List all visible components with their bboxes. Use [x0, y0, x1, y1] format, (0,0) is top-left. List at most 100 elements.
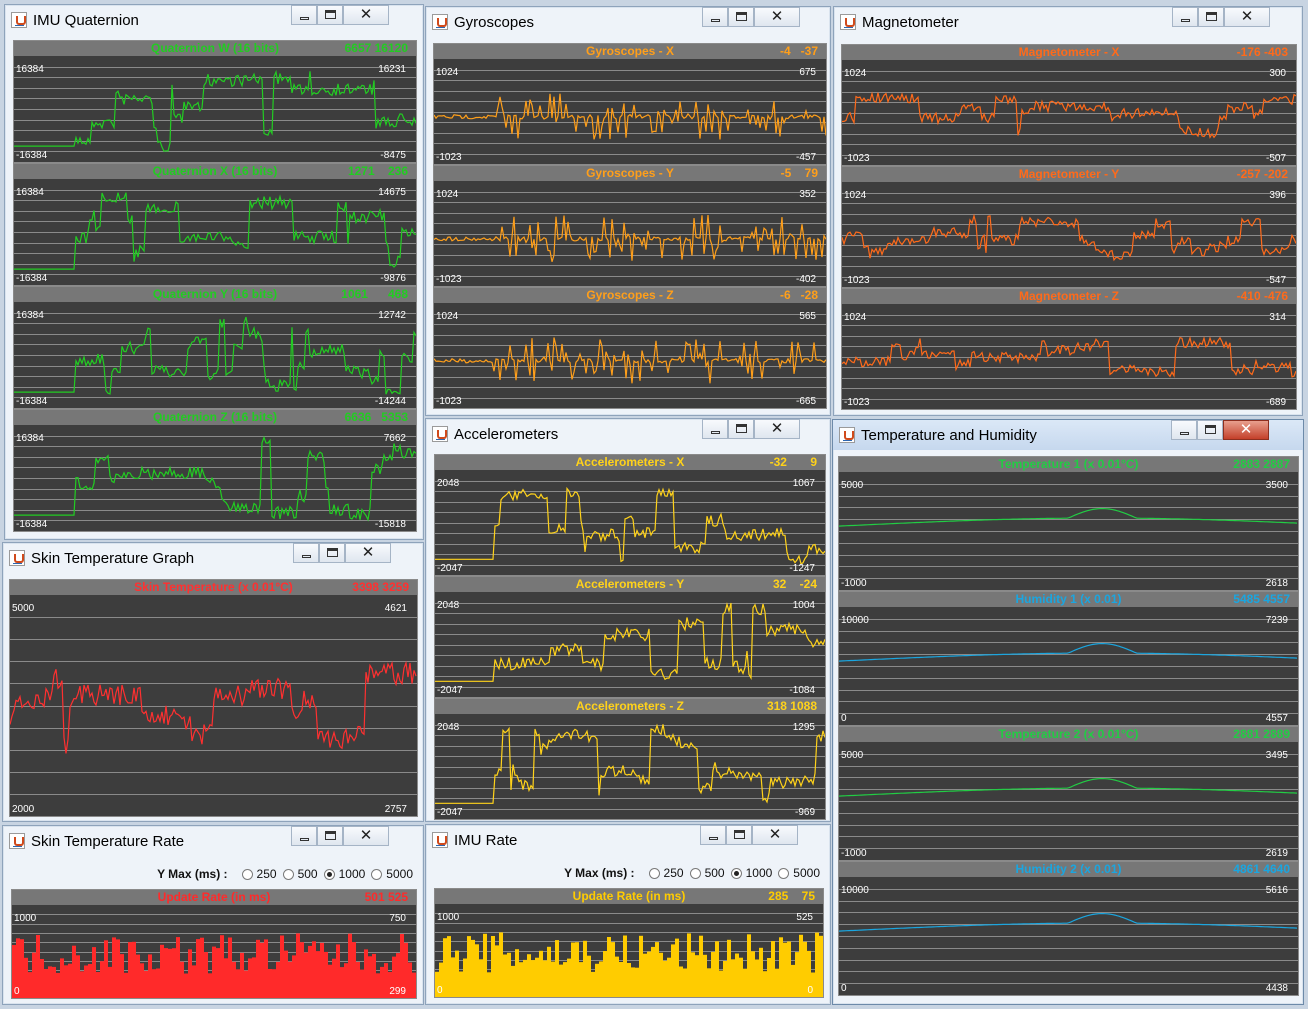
maximize-button[interactable]: [1198, 7, 1224, 27]
minimize-button[interactable]: [700, 825, 726, 845]
rate-bar: [555, 940, 559, 997]
rate-bar: [344, 963, 348, 998]
title-bar[interactable]: Skin Temperature Rate: [3, 826, 423, 856]
y-min-label: -1023: [436, 396, 462, 407]
radio-500[interactable]: [689, 867, 701, 879]
title-bar[interactable]: IMU Rate: [426, 825, 830, 855]
maximize-button[interactable]: [726, 825, 752, 845]
radio-label[interactable]: 1000: [745, 866, 773, 880]
plot-area: 2048 -2047 1004 -1084: [435, 592, 825, 697]
window-skin-temperature-rate[interactable]: Skin Temperature Rate Y Max (ms) : 250 500…: [2, 825, 424, 1005]
rate-bar: [100, 961, 104, 998]
y-max-label: 2048: [437, 478, 460, 489]
window-temperature-and-humidity[interactable]: Temperature and Humidity Temperature 1 (…: [832, 419, 1304, 1005]
close-button[interactable]: [754, 7, 800, 27]
minimize-button[interactable]: [702, 419, 728, 439]
window-magnetometer[interactable]: Magnetometer Magnetometer - X-176 -40310…: [833, 6, 1303, 416]
chart-title: Magnetometer - X: [1018, 45, 1120, 59]
java-icon: [9, 833, 25, 849]
plot-svg: [14, 313, 416, 398]
rate-bar: [280, 935, 284, 998]
maximize-button[interactable]: [1197, 420, 1223, 440]
radio-250[interactable]: [648, 867, 660, 879]
signal-line: [839, 642, 1298, 662]
close-button[interactable]: [752, 825, 798, 845]
radio-1000[interactable]: [323, 868, 335, 880]
close-button[interactable]: [1223, 420, 1269, 440]
y-max-label: 16384: [16, 310, 44, 321]
title-bar[interactable]: Accelerometers: [426, 419, 830, 449]
rate-bar: [443, 938, 447, 997]
title-bar[interactable]: Gyroscopes: [426, 7, 830, 37]
rate-bar: [667, 957, 671, 997]
title-bar[interactable]: IMU Quaternion: [5, 5, 423, 35]
radio-label[interactable]: 1000: [338, 867, 366, 881]
window-accelerometers[interactable]: Accelerometers Accelerometers - X-32 920…: [425, 418, 831, 822]
chart-panel: Gyroscopes - Z -6 -28 1024 -1023 565 -665: [433, 287, 827, 409]
minimize-button[interactable]: [1171, 420, 1197, 440]
radio-label[interactable]: 5000: [386, 867, 413, 881]
radio-1000[interactable]: [730, 867, 742, 879]
rate-bar: [32, 952, 36, 998]
minimize-button[interactable]: [702, 7, 728, 27]
close-button[interactable]: [1224, 7, 1270, 27]
title-bar[interactable]: Temperature and Humidity: [833, 420, 1303, 450]
close-button[interactable]: [345, 543, 391, 563]
minimize-button[interactable]: [1172, 7, 1198, 27]
rate-bar: [296, 933, 300, 998]
chart-panel: Update Rate (in ms) 501 525 1000 0 750 299: [11, 889, 417, 999]
chart-header: Temperature 1 (x 0.01°C) 2883 2887: [839, 457, 1298, 472]
maximize-button[interactable]: [728, 7, 754, 27]
close-button[interactable]: [343, 826, 389, 846]
radio-label[interactable]: 250: [663, 866, 684, 880]
radio-5000[interactable]: [371, 868, 383, 880]
rate-bar: [719, 970, 723, 997]
radio-250[interactable]: [241, 868, 253, 880]
minimize-button[interactable]: [291, 5, 317, 25]
chart-title: Update Rate (in ms): [157, 890, 271, 904]
chart-panel: Quaternion Z (16 bits) 6636 5353 16384 -163…: [13, 409, 417, 532]
minimize-button[interactable]: [293, 543, 319, 563]
close-button[interactable]: [343, 5, 389, 25]
radio-500[interactable]: [282, 868, 294, 880]
radio-label[interactable]: 5000: [793, 866, 820, 880]
rate-bar: [76, 955, 80, 998]
window-title: Accelerometers: [454, 426, 559, 443]
minimize-button[interactable]: [291, 826, 317, 846]
window-max-label: 1067: [792, 478, 815, 489]
rate-bar: [583, 940, 587, 997]
close-button[interactable]: [754, 419, 800, 439]
y-min-label: -1000: [841, 578, 867, 589]
radio-label[interactable]: 250: [256, 867, 277, 881]
radio-label[interactable]: 500: [297, 867, 318, 881]
chart-title: Temperature 2 (x 0.01°C): [998, 727, 1139, 741]
rate-bar: [591, 971, 595, 997]
y-max-label: 10000: [841, 885, 869, 896]
rate-bar: [659, 952, 663, 997]
window-imu-rate[interactable]: IMU Rate Y Max (ms) : 250 500 1000 5000 Upda…: [425, 824, 831, 1005]
radio-label[interactable]: 500: [704, 866, 725, 880]
rate-bar: [300, 942, 304, 998]
maximize-button[interactable]: [317, 826, 343, 846]
chart-title: Magnetometer - Y: [1018, 167, 1120, 181]
chart-current-values: -5 79: [780, 166, 818, 180]
plot-svg: [839, 619, 1298, 714]
title-bar[interactable]: Skin Temperature Graph: [3, 543, 423, 573]
radio-5000[interactable]: [778, 867, 790, 879]
signal-line: [839, 912, 1298, 932]
window-skin-temperature-graph[interactable]: Skin Temperature Graph Skin Temperature …: [2, 542, 424, 822]
rate-bar: [392, 956, 396, 998]
y-max-label: 5000: [12, 603, 35, 614]
title-bar[interactable]: Magnetometer: [834, 7, 1302, 37]
chart-panel: Accelerometers - Y 32 -24 2048 -2047 1004 -10…: [434, 576, 826, 698]
window-imu-quaternion[interactable]: IMU Quaternion Quaternion W (16 bits) 665…: [4, 4, 424, 540]
chart-header: Magnetometer - Z -410 -476: [842, 289, 1296, 304]
rate-bar: [212, 946, 216, 998]
maximize-button[interactable]: [319, 543, 345, 563]
maximize-button[interactable]: [728, 419, 754, 439]
plot-area: 16384 -16384 16231 -8475: [14, 56, 416, 162]
maximize-button[interactable]: [317, 5, 343, 25]
java-icon: [840, 14, 856, 30]
window-gyroscopes[interactable]: Gyroscopes Gyroscopes - X -4 -37 1024 -1023…: [425, 6, 831, 416]
y-max-selector: Y Max (ms) : 250 500 1000 5000: [11, 861, 413, 887]
